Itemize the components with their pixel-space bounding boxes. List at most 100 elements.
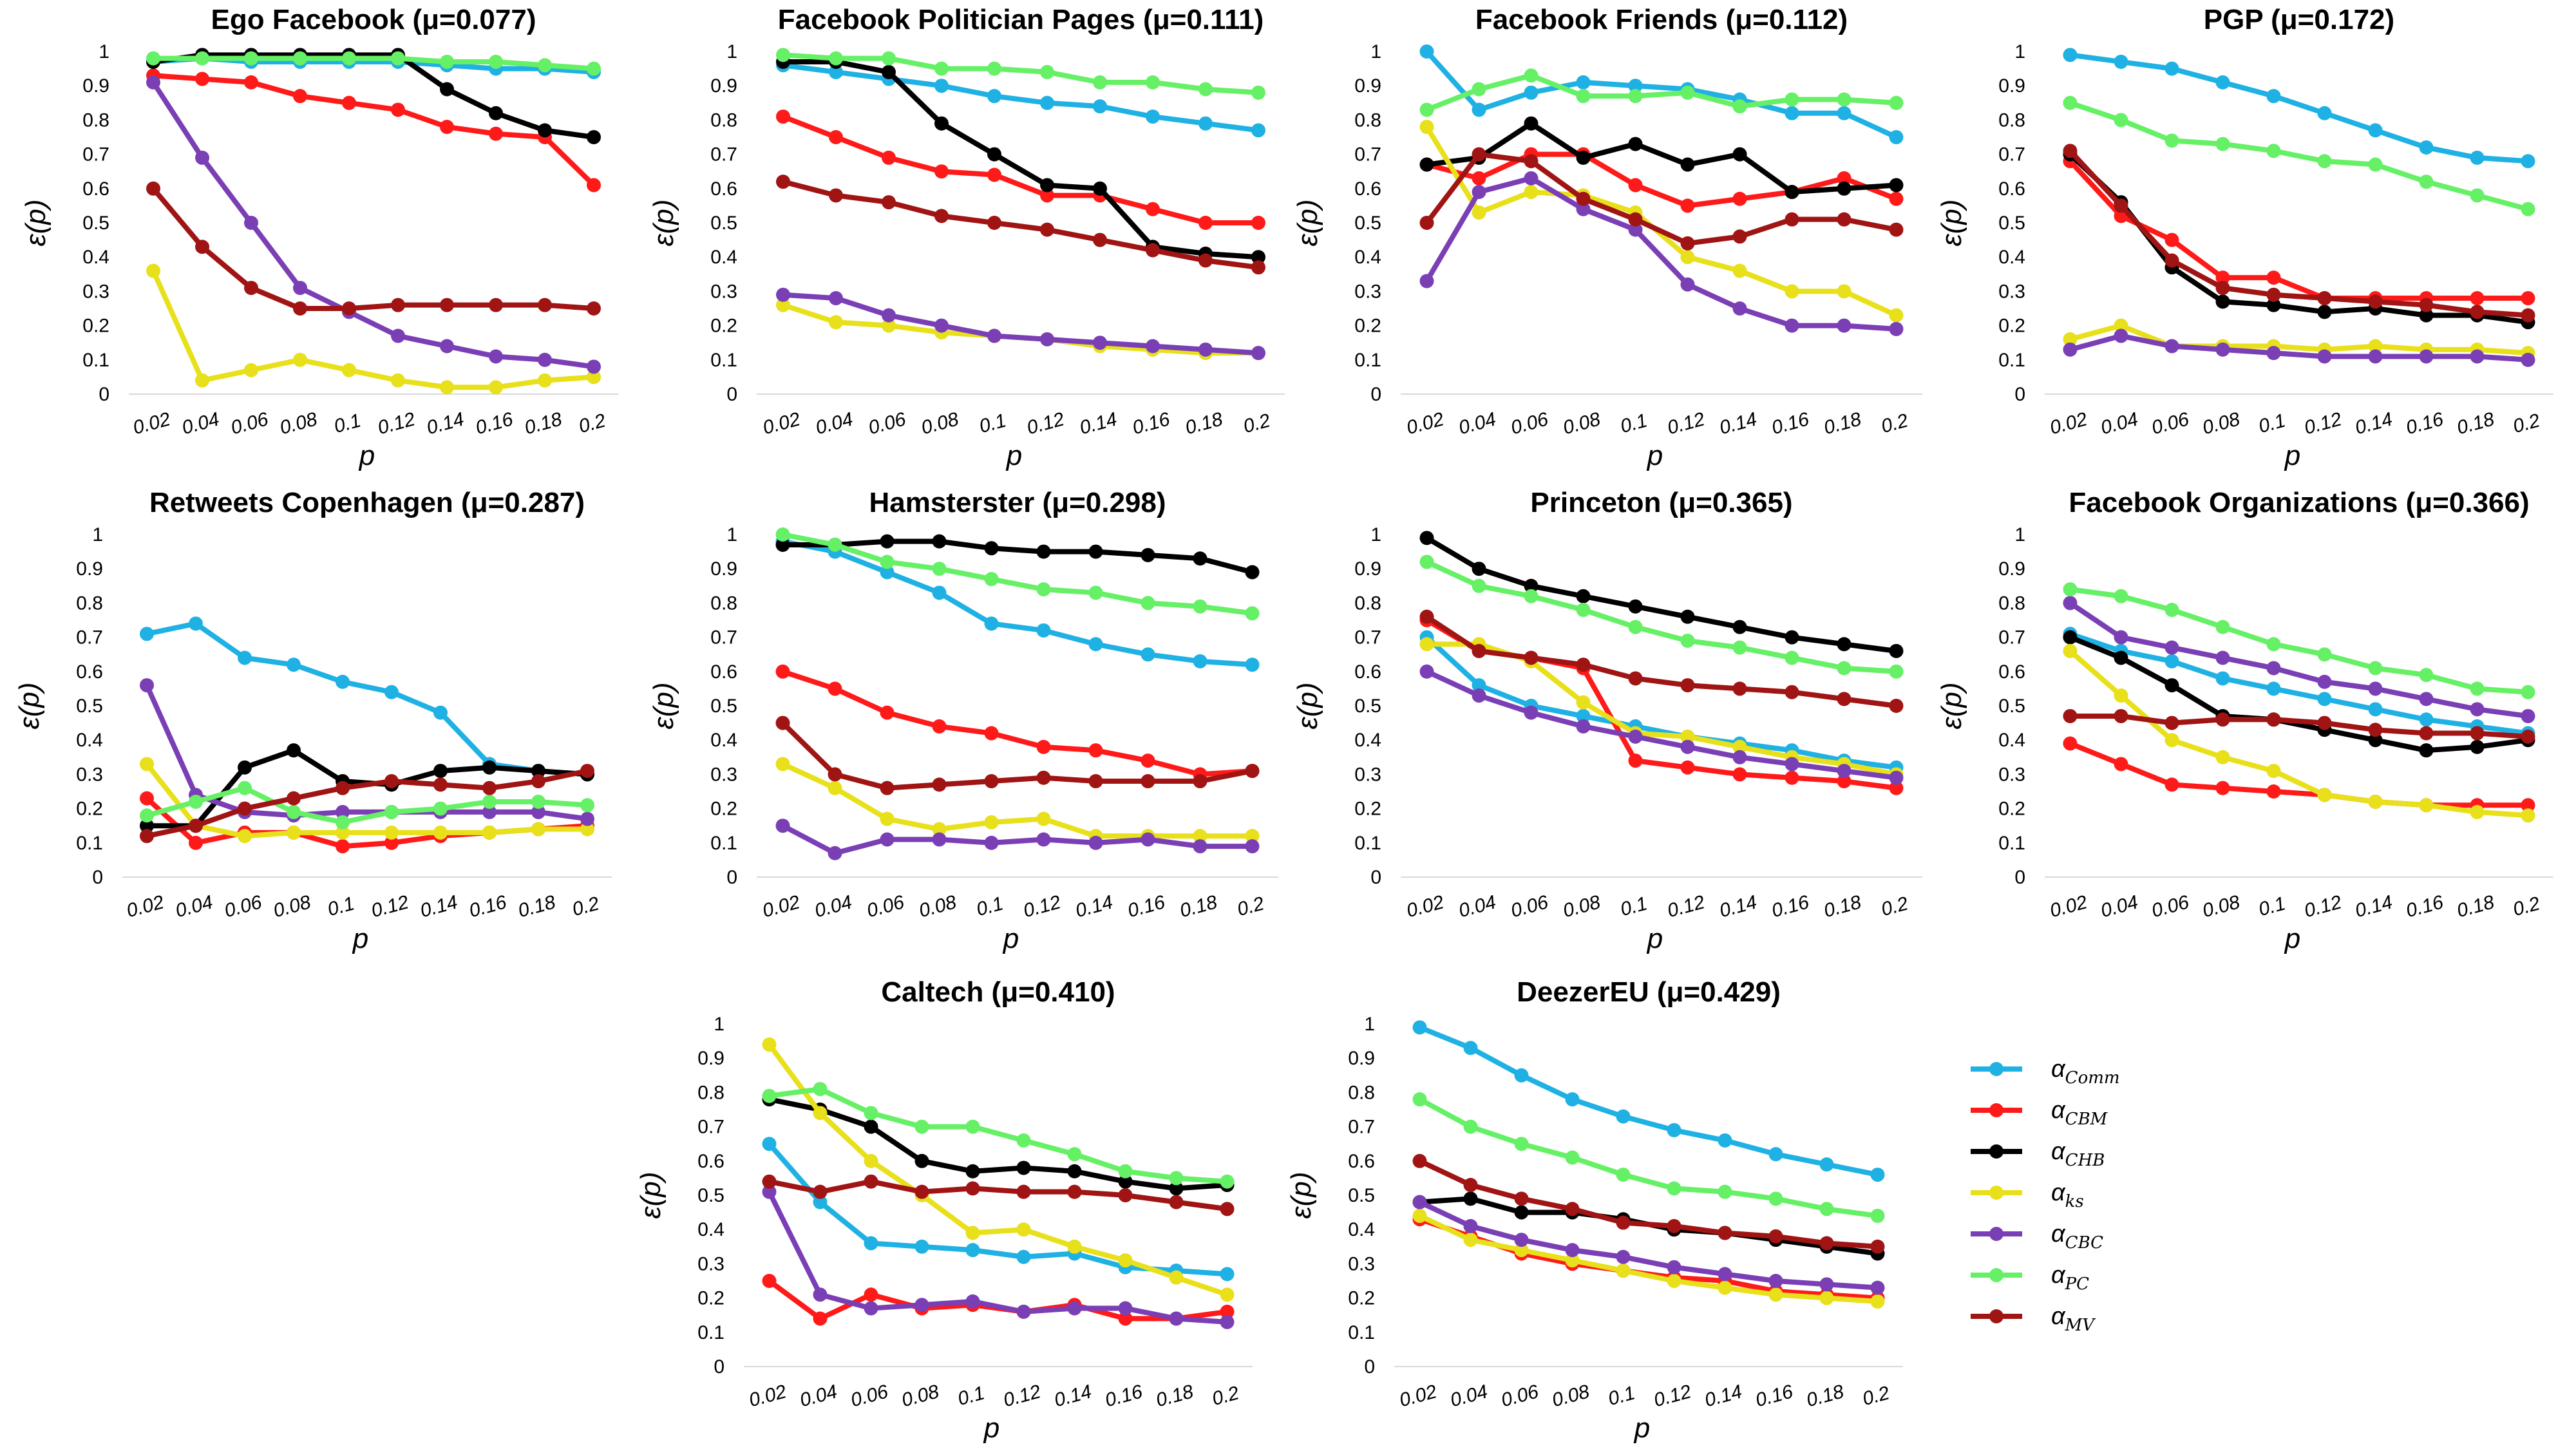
data-point-pc (140, 808, 154, 823)
y-tick-label: 0.8 (710, 592, 737, 614)
data-point-cbm (1628, 178, 1643, 193)
data-point-cbm (342, 95, 356, 110)
data-point-ks (482, 825, 497, 840)
x-tick-label: 0.08 (917, 891, 959, 922)
y-tick-label: 0.7 (710, 627, 737, 649)
x-tick-label: 0.16 (1103, 1381, 1145, 1411)
y-axis-label: ε(p) (1292, 682, 1323, 729)
x-axis-label: p (1646, 440, 1663, 471)
chart-panel: Hamsterster (μ=0.298) 0 0.1 0.2 0.3 0.4 0.5 0.6… (648, 487, 1278, 954)
data-point-ks (433, 825, 448, 840)
data-point-mv (1169, 1195, 1184, 1209)
data-point-chb (2164, 678, 2179, 693)
data-point-ks (2063, 643, 2078, 658)
x-tick-label: 0.12 (369, 891, 411, 922)
data-point-cbc (1220, 1314, 1235, 1329)
data-point-pc (1628, 89, 1643, 104)
data-point-mv (1524, 650, 1539, 665)
x-tick-label: 0.04 (798, 1381, 840, 1411)
data-point-comm (2215, 671, 2230, 686)
data-point-mv (2114, 708, 2128, 723)
data-point-comm (932, 585, 947, 600)
x-tick-label: 0.06 (222, 891, 264, 922)
data-point-pc (440, 54, 454, 69)
data-point-pc (932, 562, 947, 576)
data-point-comm (2063, 48, 2078, 62)
data-point-cbc (2470, 702, 2485, 717)
panels-group: Ego Facebook (μ=0.077) 0 0.1 0.2 0.3 0.4 0.5 0.… (14, 4, 2553, 1444)
data-point-pc (1093, 75, 1107, 90)
chart-title: DeezerEU (μ=0.429) (1517, 976, 1781, 1008)
series-cbc (775, 819, 1260, 860)
y-tick-label: 0.9 (82, 75, 109, 97)
x-tick-label: 0.02 (761, 891, 802, 922)
data-point-chb (1118, 1174, 1133, 1189)
data-point-ks (1785, 284, 1799, 299)
data-point-mv (775, 715, 790, 730)
data-point-pc (1412, 1092, 1427, 1107)
y-tick-label: 0.9 (1354, 558, 1381, 580)
y-axis-label: ε(p) (14, 682, 45, 729)
data-point-cbc (2521, 352, 2535, 367)
data-point-mv (1220, 1202, 1235, 1217)
y-tick-label: 0.2 (697, 1288, 724, 1309)
series-line-mv (151, 185, 596, 311)
y-tick-label: 0.5 (82, 213, 109, 234)
data-point-cbc (482, 804, 497, 819)
data-point-chb (1036, 544, 1051, 559)
data-point-mv (384, 774, 399, 789)
data-point-mv (914, 1184, 929, 1199)
data-point-cbm (1680, 760, 1695, 775)
data-point-ks (2114, 318, 2128, 333)
data-point-comm (1251, 123, 1265, 138)
data-point-ks (880, 811, 895, 826)
series-chb (2063, 147, 2535, 330)
legend-swatch-marker (1989, 1062, 2003, 1076)
series-line-chb (151, 52, 596, 140)
data-point-cbm (984, 726, 999, 741)
data-point-pc (342, 51, 356, 66)
data-point-mv (1785, 685, 1799, 699)
data-point-pc (336, 815, 350, 829)
data-point-comm (1245, 658, 1260, 672)
y-tick-label: 0 (92, 867, 103, 888)
data-point-pc (1472, 82, 1486, 97)
data-point-mv (1628, 671, 1643, 686)
data-point-cbm (244, 75, 258, 90)
data-point-mv (287, 791, 301, 806)
data-point-chb (1889, 643, 1904, 658)
series-chb (776, 54, 1265, 265)
x-tick-label: 0.12 (2302, 408, 2344, 439)
data-point-chb (987, 147, 1001, 162)
data-point-mv (965, 1181, 980, 1196)
data-point-cbc (1667, 1260, 1681, 1274)
y-tick-label: 1 (2014, 41, 2025, 62)
data-point-cbc (1472, 688, 1486, 703)
series-line-pc (781, 52, 1261, 95)
data-point-cbc (984, 835, 999, 850)
series-line-mv (144, 768, 590, 839)
y-tick-label: 0.9 (710, 558, 737, 580)
series-line-chb (766, 1097, 1230, 1191)
data-point-chb (1680, 157, 1695, 172)
data-point-cbc (587, 359, 601, 374)
data-point-ks (1067, 1239, 1082, 1254)
legend-label: αCHB (2051, 1138, 2105, 1170)
data-point-pc (238, 781, 252, 795)
y-tick-label: 0 (2014, 384, 2025, 405)
y-tick-label: 0.3 (710, 764, 737, 785)
data-point-comm (2266, 681, 2281, 696)
data-point-mv (2164, 253, 2179, 268)
x-tick-label: 0.08 (2201, 891, 2242, 922)
data-point-ks (1016, 1222, 1031, 1237)
y-tick-label: 0.2 (1354, 799, 1381, 820)
data-point-comm (1819, 1157, 1834, 1172)
data-point-pc (813, 1082, 828, 1097)
data-point-mv (1680, 236, 1695, 251)
data-point-cbm (391, 102, 405, 117)
data-point-comm (2266, 89, 2281, 104)
data-point-mv (1837, 212, 1852, 227)
data-point-comm (965, 1243, 980, 1258)
data-point-mv (1419, 216, 1434, 230)
data-point-cbc (1576, 202, 1591, 216)
